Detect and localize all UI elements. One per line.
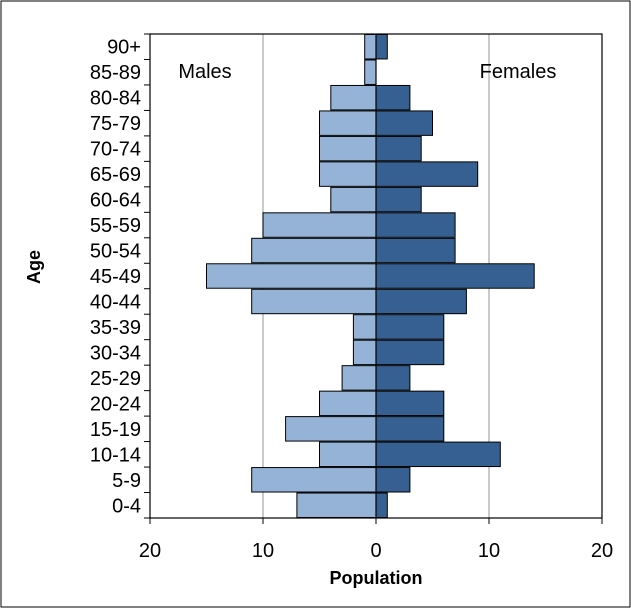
- y-axis-title: Age: [24, 250, 44, 284]
- y-tick-label: 75-79: [90, 113, 141, 135]
- female-bar-50-54: [375, 237, 456, 264]
- female-bar-10-14: [375, 441, 501, 468]
- x-tick-label: 20: [591, 540, 613, 562]
- female-bar-35-39: [375, 314, 445, 340]
- y-tick-label: 45-49: [90, 266, 141, 288]
- female-bar-30-34: [375, 339, 445, 366]
- y-tick-label: 0-4: [112, 495, 141, 517]
- female-bar-75-79: [375, 110, 433, 136]
- male-bar-0-4: [296, 492, 377, 518]
- female-bar-60-64: [375, 186, 422, 213]
- female-bar-20-24: [375, 390, 445, 417]
- male-bar-60-64: [330, 186, 377, 213]
- male-bar-10-14: [319, 441, 377, 468]
- female-bar-90+: [375, 34, 388, 60]
- x-tick-labels: 20 10 0 10 20: [139, 540, 613, 562]
- y-tick-label: 70-74: [90, 139, 141, 161]
- female-bar-0-4: [375, 492, 388, 518]
- axes: [144, 33, 603, 524]
- y-tick-label: 30-34: [90, 342, 141, 364]
- male-bar-85-89: [364, 59, 377, 85]
- y-tick-label: 50-54: [90, 241, 141, 263]
- female-bar-80-84: [375, 84, 411, 111]
- male-bar-75-79: [319, 110, 377, 136]
- x-axis-title: Population: [330, 568, 423, 588]
- y-tick-label: 5-9: [112, 470, 141, 492]
- y-tick-label: 65-69: [90, 164, 141, 186]
- male-bar-5-9: [251, 467, 377, 493]
- y-tick-labels: 0-4 5-9 10-14 15-19 20-24 25-29 30-34 35-39 40-4…: [90, 37, 141, 518]
- x-tick-label: 10: [478, 540, 500, 562]
- male-bar-70-74: [319, 135, 377, 162]
- female-bar-40-44: [375, 288, 467, 315]
- y-tick-label: 10-14: [90, 444, 141, 466]
- y-tick-label: 20-24: [90, 393, 141, 415]
- male-bar-55-59: [262, 212, 377, 238]
- female-bar-70-74: [375, 135, 422, 162]
- legend-males-label: Males: [178, 61, 231, 83]
- y-tick-label: 90+: [107, 37, 141, 59]
- male-bar-80-84: [330, 84, 377, 111]
- female-bar-65-69: [375, 161, 479, 187]
- y-tick-label: 60-64: [90, 190, 141, 212]
- y-tick-label: 55-59: [90, 215, 141, 237]
- male-bar-65-69: [319, 161, 377, 187]
- male-bar-30-34: [352, 339, 377, 366]
- female-bar-25-29: [375, 365, 411, 391]
- y-tick-label: 80-84: [90, 88, 141, 110]
- y-tick-label: 15-19: [90, 419, 141, 441]
- male-bar-35-39: [352, 314, 377, 340]
- male-bar-40-44: [251, 288, 377, 315]
- y-tick-label: 85-89: [90, 62, 141, 84]
- x-tick-label: 0: [370, 540, 381, 562]
- male-bar-90+: [364, 34, 377, 60]
- female-bar-5-9: [375, 467, 411, 493]
- legend-females-label: Females: [480, 61, 557, 83]
- y-tick-label: 35-39: [90, 317, 141, 339]
- female-bar-45-49: [375, 263, 535, 289]
- male-bar-15-19: [285, 416, 377, 442]
- male-bar-50-54: [251, 237, 377, 264]
- y-tick-label: 40-44: [90, 291, 141, 313]
- male-bar-25-29: [341, 365, 377, 391]
- x-tick-label: 10: [252, 540, 274, 562]
- male-bar-20-24: [319, 390, 377, 417]
- y-tick-label: 25-29: [90, 368, 141, 390]
- male-bar-45-49: [206, 263, 377, 289]
- female-bar-15-19: [375, 416, 445, 442]
- female-bar-55-59: [375, 212, 456, 238]
- bars: [206, 34, 535, 518]
- x-tick-label: 20: [139, 540, 161, 562]
